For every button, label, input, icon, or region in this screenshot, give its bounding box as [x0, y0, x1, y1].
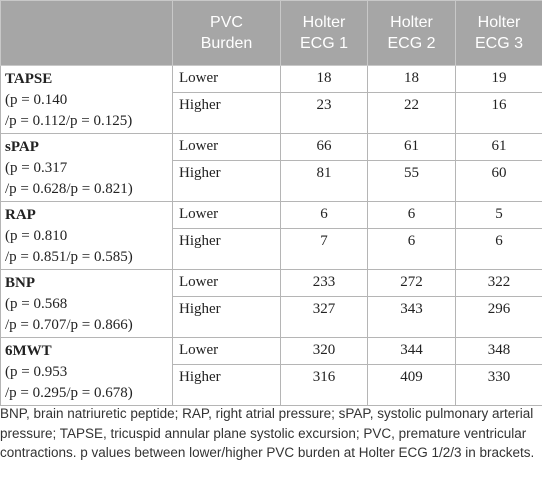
lower-row: 6MWT (p = 0.953/p = 0.295/p = 0.678) Lower… — [0, 337, 542, 406]
header-line: Burden — [200, 35, 253, 52]
p-value-line: /p = 0.295/p = 0.678) — [5, 385, 133, 401]
group-name: TAPSE — [5, 71, 53, 87]
value-cell: 272 — [367, 269, 456, 297]
value-cell: 81 — [280, 160, 368, 202]
header-line: Holter — [302, 14, 346, 31]
group-name: BNP — [5, 275, 35, 291]
burden-cell: Higher — [172, 364, 281, 406]
p-value-line: /p = 0.628/p = 0.821) — [5, 181, 133, 197]
higher-row: Higher 23 22 16 — [1, 92, 542, 134]
lower-row: RAP (p = 0.810/p = 0.851/p = 0.585) Lower 6… — [0, 201, 542, 270]
burden-cell: Higher — [172, 296, 281, 338]
value-cell: 61 — [367, 133, 456, 161]
burden-cell: Lower — [172, 337, 281, 365]
p-value-line: (p = 0.568 — [5, 296, 68, 312]
p-value-line: (p = 0.953 — [5, 364, 68, 380]
value-cell: 344 — [367, 337, 456, 365]
value-cell: 343 — [367, 296, 456, 338]
value-cell: 22 — [367, 92, 456, 134]
value-cell: 6 — [367, 228, 456, 270]
header-cell: Holter ECG 2 — [367, 0, 456, 66]
value-cell: 348 — [455, 337, 542, 365]
header-cell: Holter ECG 3 — [455, 0, 542, 66]
header-cell — [0, 0, 173, 66]
burden-cell: Higher — [172, 160, 281, 202]
group-name: 6MWT — [5, 343, 52, 359]
value-cell: 6 — [367, 201, 456, 229]
lower-row: BNP (p = 0.568/p = 0.707/p = 0.866) Lower 2… — [0, 269, 542, 338]
value-cell: 327 — [280, 296, 368, 338]
group-label-cell: sPAP (p = 0.317/p = 0.628/p = 0.821) — [0, 133, 173, 202]
footnote: BNP, brain natriuretic peptide; RAP, rig… — [0, 406, 535, 460]
header-line: ECG 3 — [474, 35, 523, 52]
data-table: PVC Burden Holter ECG 1 Holter ECG 2 Holter ECG… — [0, 0, 542, 406]
higher-row: Higher 7 6 6 — [1, 228, 542, 270]
group-label-cell: 6MWT (p = 0.953/p = 0.295/p = 0.678) — [0, 337, 173, 406]
value-cell: 316 — [280, 364, 368, 406]
value-cell: 233 — [280, 269, 368, 297]
header-line: Holter — [477, 14, 521, 31]
group-name: RAP — [5, 207, 36, 223]
header-line: PVC — [210, 14, 243, 31]
header-line: Holter — [390, 14, 433, 31]
p-value-line: /p = 0.112/p = 0.125) — [5, 113, 133, 129]
p-value-line: (p = 0.317 — [5, 160, 68, 176]
value-cell: 61 — [455, 133, 542, 161]
higher-row: Higher 316 409 330 — [1, 364, 542, 406]
lower-row: sPAP (p = 0.317/p = 0.628/p = 0.821) Lower… — [0, 133, 542, 202]
value-cell: 320 — [280, 337, 368, 365]
header-row: PVC Burden Holter ECG 1 Holter ECG 2 Holter ECG… — [0, 0, 542, 66]
group-label-cell: RAP (p = 0.810/p = 0.851/p = 0.585) — [0, 201, 173, 270]
burden-cell: Lower — [172, 133, 281, 161]
value-cell: 23 — [280, 92, 368, 134]
header-cell: PVC Burden — [172, 0, 281, 66]
header-line: ECG 1 — [299, 35, 348, 52]
value-cell: 18 — [367, 65, 456, 93]
header-cell: Holter ECG 1 — [280, 0, 368, 66]
group-label-cell: TAPSE (p = 0.140/p = 0.112/p = 0.125) — [0, 65, 173, 134]
group-name: sPAP — [5, 139, 39, 155]
burden-cell: Higher — [172, 228, 281, 270]
burden-cell: Lower — [172, 65, 281, 93]
value-cell: 18 — [280, 65, 368, 93]
higher-row: Higher 327 343 296 — [1, 296, 542, 338]
value-cell: 5 — [455, 201, 542, 229]
p-value-line: (p = 0.810 — [5, 228, 68, 244]
value-cell: 66 — [280, 133, 368, 161]
lower-row: TAPSE (p = 0.140/p = 0.112/p = 0.125) Lowe… — [0, 65, 542, 134]
burden-cell: Higher — [172, 92, 281, 134]
value-cell: 296 — [455, 296, 542, 338]
value-cell: 330 — [455, 364, 542, 406]
value-cell: 6 — [280, 201, 368, 229]
header-line: ECG 2 — [387, 35, 436, 52]
value-cell: 60 — [455, 160, 542, 202]
burden-cell: Lower — [172, 201, 281, 229]
group-label-cell: BNP (p = 0.568/p = 0.707/p = 0.866) — [0, 269, 173, 338]
value-cell: 16 — [455, 92, 542, 134]
value-cell: 409 — [367, 364, 456, 406]
p-value-line: (p = 0.140 — [5, 92, 68, 108]
higher-row: Higher 81 55 60 — [1, 160, 542, 202]
p-value-line: /p = 0.851/p = 0.585) — [5, 249, 133, 265]
value-cell: 322 — [455, 269, 542, 297]
value-cell: 55 — [367, 160, 456, 202]
value-cell: 6 — [455, 228, 542, 270]
burden-cell: Lower — [172, 269, 281, 297]
value-cell: 7 — [280, 228, 368, 270]
p-value-line: /p = 0.707/p = 0.866) — [5, 317, 133, 333]
table-body: TAPSE (p = 0.140/p = 0.112/p = 0.125) Lowe… — [0, 65, 542, 406]
value-cell: 19 — [455, 65, 542, 93]
